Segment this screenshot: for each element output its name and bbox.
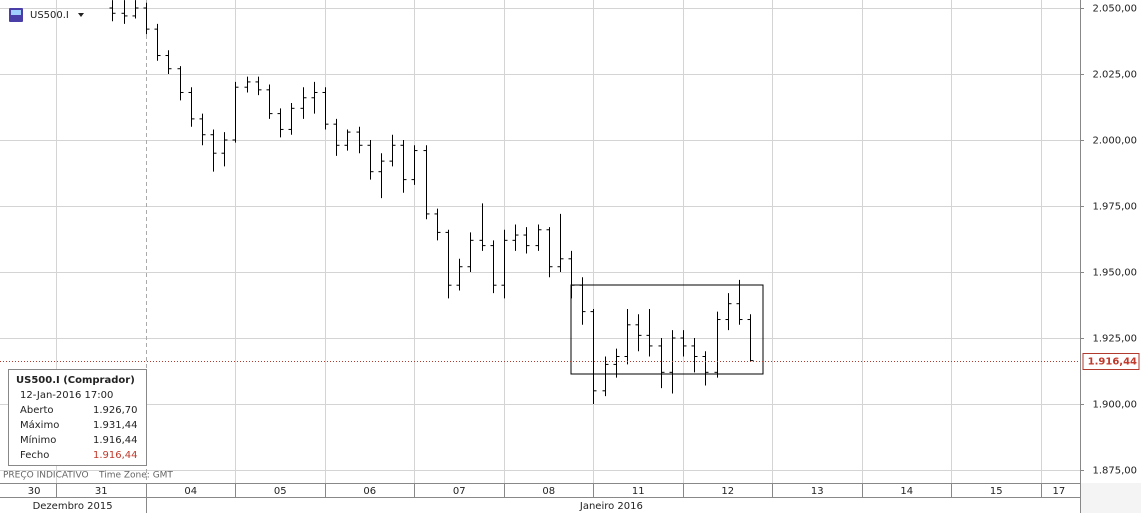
info-label: Mínimo [20,434,56,446]
symbol-name: US500.I [30,10,69,21]
info-rows: Aberto 1.926,70 Máximo 1.931,44 Mínimo 1.916,… [20,405,138,461]
x-tick-label: 14 [900,486,913,497]
x-tick-label: 04 [184,486,197,497]
y-tick-label: 1.950,00 [1092,268,1137,279]
info-label: Fecho [20,450,49,461]
y-tick-label: 2.050,00 [1092,4,1137,15]
x-tick-label: 05 [274,486,287,497]
y-tick-label: 1.925,00 [1092,334,1137,345]
info-date: 12-Jan-2016 17:00 [20,390,113,401]
last-price-box [1082,353,1140,370]
info-box [8,369,147,466]
info-label: Aberto [20,405,54,416]
info-label: Máximo [20,419,59,431]
y-tick-label: 2.025,00 [1092,70,1137,81]
footer-timezone: Time Zone: GMT [98,471,173,481]
month-label: Janeiro 2016 [579,501,643,512]
info-title: US500.I (Comprador) [16,375,135,386]
dropdown-caret [78,13,84,17]
y-tick-label: 1.975,00 [1092,202,1137,213]
y-tick-label: 2.000,00 [1092,136,1137,147]
y-tick-label: 1.875,00 [1092,466,1137,477]
info-value: 1.916,44 [93,450,138,461]
x-tick-label: 07 [453,486,466,497]
last-price-label: 1.916,44 [1088,357,1137,368]
x-tick-label: 17 [1053,486,1066,497]
month-label: Dezembro 2015 [33,501,113,512]
symbol-header[interactable]: US500.I [9,8,84,22]
footer-note: PREÇO INDICATIVO [3,471,89,481]
drawn-rectangle [570,284,764,375]
x-tick-label: 31 [95,486,108,497]
x-tick-label: 15 [990,486,1003,497]
symbol-icon-detail [11,10,21,15]
info-value: 1.926,70 [93,405,138,416]
x-tick-label: 12 [721,486,734,497]
x-tick-label: 11 [632,486,645,497]
info-value: 1.916,44 [93,435,138,446]
x-tick-label: 13 [811,486,824,497]
info-value: 1.931,44 [93,420,138,431]
bars [109,0,754,405]
axis-corner [1081,483,1141,513]
x-tick-label: 06 [363,486,376,497]
y-tick-label: 1.900,00 [1092,400,1137,411]
x-tick-label: 08 [542,486,555,497]
x-tick-label: 30 [28,486,41,497]
